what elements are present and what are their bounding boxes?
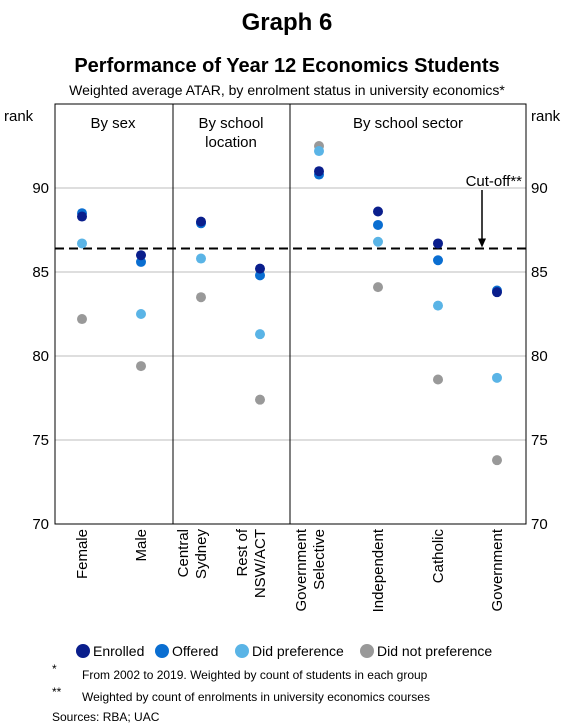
point-enrolled <box>373 206 383 217</box>
cutoff-arrow-head <box>478 238 486 248</box>
point-did-not-preference <box>492 455 502 466</box>
point-did-preference <box>136 309 146 319</box>
cutoff-label: Cut-off** <box>466 173 523 190</box>
point-did-not-preference <box>196 292 206 303</box>
legend-label: Did not preference <box>377 643 492 659</box>
y-tick-label-left: 80 <box>32 348 49 365</box>
category-label: Male <box>133 529 150 562</box>
footnote-1-text: From 2002 to 2019. Weighted by count of … <box>82 668 428 682</box>
point-offered <box>373 219 383 230</box>
point-enrolled <box>77 211 87 222</box>
legend-label: Offered <box>172 643 218 659</box>
point-did-not-preference <box>433 374 443 385</box>
category-label: Independent <box>370 528 387 612</box>
point-did-not-preference <box>373 282 383 293</box>
chart-title: Performance of Year 12 Economics Student… <box>74 55 499 77</box>
legend-marker <box>360 644 374 658</box>
point-did-not-preference <box>136 361 146 372</box>
point-enrolled <box>255 263 265 274</box>
panel-label: location <box>205 134 257 151</box>
footnote-2-mark: ** <box>52 685 62 699</box>
point-enrolled <box>314 166 324 177</box>
category-label: Government <box>293 528 310 611</box>
legend-marker <box>155 644 169 658</box>
panel-label: By school <box>198 115 263 132</box>
y-tick-label-right: 90 <box>531 180 548 197</box>
category-label: Selective <box>311 529 328 590</box>
sources: Sources: RBA; UAC <box>52 710 160 724</box>
point-enrolled <box>433 238 443 249</box>
y-tick-label-left: 85 <box>32 264 49 281</box>
y-tick-label-right: 75 <box>531 432 548 449</box>
category-label: Sydney <box>193 529 210 580</box>
panel-dividers: By sex By school location By school sector <box>90 104 463 524</box>
point-did-not-preference <box>255 394 265 405</box>
point-did-preference <box>492 372 502 383</box>
point-did-preference <box>255 329 265 340</box>
panel-label: By school sector <box>353 115 463 132</box>
data-points <box>77 141 502 466</box>
legend-label: Did preference <box>252 643 344 659</box>
y-tick-label-right: 80 <box>531 348 548 365</box>
y-tick-label-left: 90 <box>32 180 49 197</box>
category-label: Central <box>175 529 192 577</box>
point-did-preference <box>77 238 87 249</box>
category-label: Rest of <box>234 528 251 576</box>
y-tick-labels: 70 70 75 75 80 80 85 85 90 90 <box>32 180 547 533</box>
point-did-preference <box>373 236 383 247</box>
panel-label: By sex <box>90 115 136 132</box>
point-enrolled <box>136 250 146 261</box>
category-label: Catholic <box>430 529 447 584</box>
point-did-preference <box>433 300 443 311</box>
category-label: Female <box>74 529 91 579</box>
footnote-2-text: Weighted by count of enrolments in unive… <box>82 690 430 704</box>
category-label: NSW/ACT <box>252 529 269 598</box>
point-offered <box>433 255 443 266</box>
category-label: Government <box>489 528 506 611</box>
y-tick-label-right: 85 <box>531 264 548 281</box>
y-tick-label-left: 75 <box>32 432 49 449</box>
point-enrolled <box>196 216 206 227</box>
category-labels: Female Male Central Sydney Rest of NSW/ACT Gov… <box>74 528 506 612</box>
y-unit-right: rank <box>531 108 561 125</box>
legend-marker <box>235 644 249 658</box>
y-unit-left: rank <box>4 108 34 125</box>
cutoff-line-group: Cut-off** <box>55 173 526 250</box>
chart-subtitle: Weighted average ATAR, by enrolment stat… <box>69 82 505 98</box>
point-enrolled <box>492 287 502 298</box>
point-did-preference <box>314 146 324 157</box>
footnote-1-mark: * <box>52 662 57 676</box>
y-tick-label-right: 70 <box>531 516 548 533</box>
point-did-not-preference <box>77 314 87 325</box>
legend-label: Enrolled <box>93 643 144 659</box>
graph-label: Graph 6 <box>242 9 333 36</box>
legend-marker <box>76 644 90 658</box>
y-tick-label-left: 70 <box>32 516 49 533</box>
point-did-preference <box>196 253 206 264</box>
plot-frame <box>54 103 527 525</box>
legend: Enrolled Offered Did preference Did not pre… <box>76 643 492 659</box>
